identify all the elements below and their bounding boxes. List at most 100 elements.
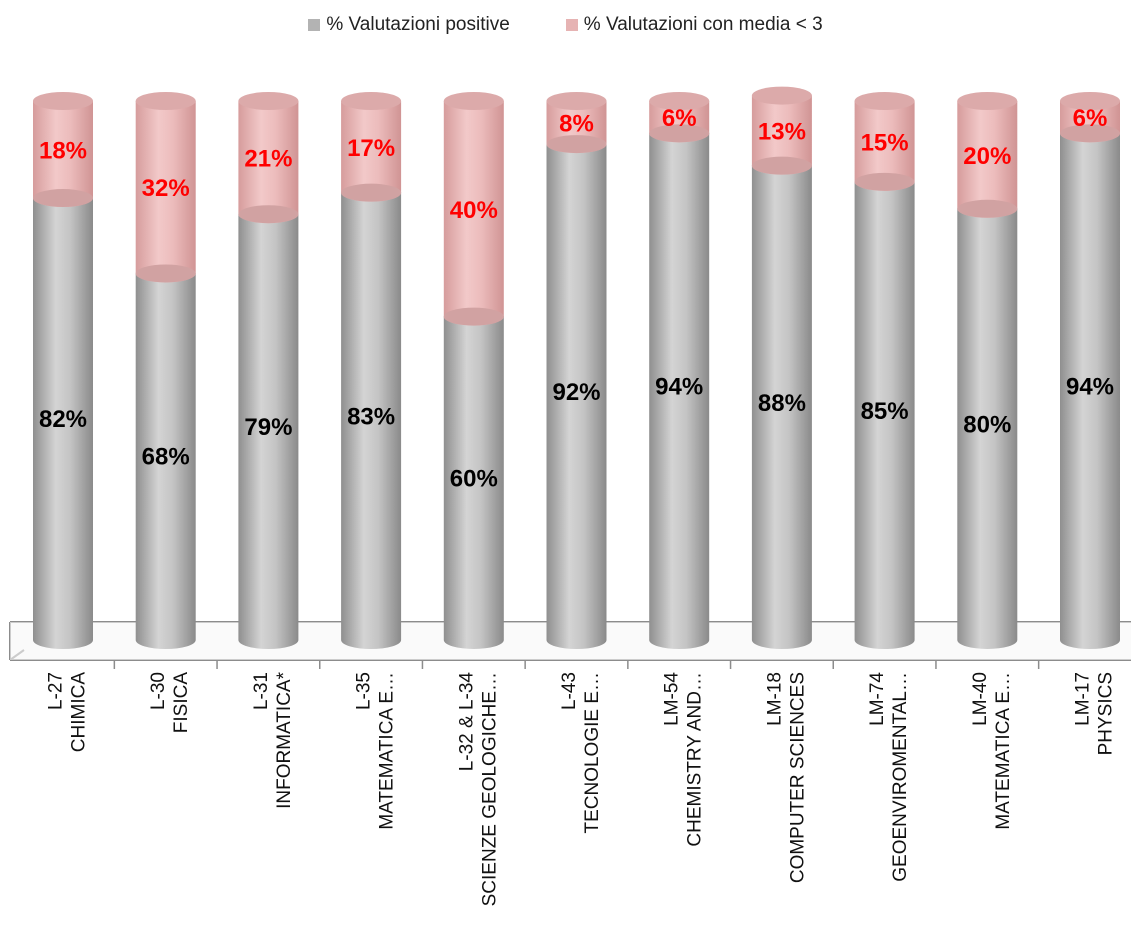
bar-negative xyxy=(443,101,504,326)
bar-group xyxy=(33,92,93,649)
category-label-line: CHEMISTRY AND… xyxy=(685,672,706,847)
value-label-positive: 88% xyxy=(758,390,806,417)
category-label: L-43 TECNOLOGIE E… xyxy=(559,672,603,834)
legend-label-positive: % Valutazioni positive xyxy=(326,14,510,35)
value-label-negative: 6% xyxy=(662,105,697,132)
bar-positive-cap xyxy=(649,124,710,143)
bar-negative-cap xyxy=(854,92,915,110)
bar-positive-cap xyxy=(443,307,504,326)
category-label-line: L-30 xyxy=(148,672,169,710)
value-label-positive: 92% xyxy=(552,379,600,406)
category-label: LM-40 MATEMATICA E… xyxy=(970,672,1014,830)
value-label-positive: 68% xyxy=(142,444,190,471)
legend-item-positive: % Valutazioni positive xyxy=(308,14,510,36)
value-label-negative: 13% xyxy=(758,119,806,146)
category-label: L-30 FISICA xyxy=(148,672,192,734)
bar-negative xyxy=(751,95,812,175)
category-label-line: SCIENZE GEOLOGICHE… xyxy=(479,672,500,906)
category-label: LM-17 PHYSICS xyxy=(1073,672,1117,755)
bar-negative xyxy=(135,101,196,283)
bar-group xyxy=(854,92,915,649)
bar-negative-cap xyxy=(33,92,93,110)
category-label-line: INFORMATICA* xyxy=(274,671,295,808)
bar-positive xyxy=(443,316,504,649)
category-label-line: PHYSICS xyxy=(1096,672,1117,755)
bar-group xyxy=(546,92,607,649)
bar-negative xyxy=(854,101,915,191)
axis-ticks xyxy=(113,660,1040,669)
bar-negative-cap xyxy=(649,92,710,110)
category-label: L-27 CHIMICA xyxy=(46,672,90,753)
bar-group xyxy=(751,86,812,649)
bar-negative-cap xyxy=(341,92,402,110)
bar-positive xyxy=(751,165,812,649)
bar-group xyxy=(135,92,196,649)
bar-positive xyxy=(1060,133,1120,650)
category-labels: L-27 CHIMICA L-30 FISICA L-31 INFORMATICA* L-3… xyxy=(46,671,1117,906)
bar-negative xyxy=(957,101,1018,218)
bar-positive xyxy=(957,208,1018,649)
legend-swatch-positive xyxy=(308,19,321,31)
category-label-line: TECNOLOGIE E… xyxy=(582,672,603,834)
category-label: LM-18 COMPUTER SCIENCES xyxy=(764,672,808,883)
bar-positive-cap xyxy=(238,205,299,224)
category-label-line: LM-40 xyxy=(970,672,991,726)
value-label-positive: 60% xyxy=(450,465,498,492)
value-label-positive: 94% xyxy=(655,374,703,401)
bar-negative-cap xyxy=(546,92,607,110)
category-label-line: LM-74 xyxy=(867,672,888,726)
value-label-positive: 94% xyxy=(1066,374,1114,401)
value-label-negative: 32% xyxy=(142,175,190,202)
bar-positive xyxy=(135,273,196,649)
value-label-positive: 83% xyxy=(347,403,395,430)
bar-group xyxy=(1060,92,1120,650)
bar-negative-cap xyxy=(238,92,299,110)
value-label-negative: 18% xyxy=(39,138,87,165)
category-label-line: L-35 xyxy=(354,672,375,710)
legend: % Valutazioni positive % Valutazioni con… xyxy=(0,14,1131,36)
category-label-line: MATEMATICA E… xyxy=(377,672,398,830)
bar-positive xyxy=(649,133,710,650)
bar-group xyxy=(957,92,1018,649)
bar-positive xyxy=(341,192,402,649)
bar-positive-cap xyxy=(751,156,812,175)
category-label: LM-54 CHEMISTRY AND… xyxy=(662,672,706,847)
value-labels: 82% 18% 68% 32% 79% 21% 83% 17% 60% 40% 92% 8% 94% 6%… xyxy=(39,105,1114,492)
category-label-line: GEOENVIROMENTAL… xyxy=(890,672,911,882)
bar-negative-cap xyxy=(135,92,196,110)
category-label: L-31 INFORMATICA* xyxy=(251,671,295,808)
bar-group xyxy=(341,92,402,649)
bar-negative xyxy=(238,101,299,224)
value-label-negative: 21% xyxy=(244,146,292,173)
bar-group xyxy=(649,92,710,650)
bar-positive-cap xyxy=(33,189,93,208)
category-label-line: FISICA xyxy=(171,672,192,734)
value-label-negative: 8% xyxy=(559,111,594,138)
category-label-line: LM-54 xyxy=(662,672,683,726)
bars xyxy=(33,86,1120,650)
category-label-line: L-31 xyxy=(251,672,272,710)
bar-positive-cap xyxy=(854,172,915,191)
category-label-line: CHIMICA xyxy=(69,672,90,753)
bar-negative-cap xyxy=(957,92,1018,110)
category-label: L-32 & L-34 SCIENZE GEOLOGICHE… xyxy=(456,672,500,907)
bar-positive xyxy=(854,181,915,649)
category-label-line: L-27 xyxy=(46,672,67,710)
category-label-line: LM-18 xyxy=(764,672,785,726)
value-label-negative: 6% xyxy=(1073,105,1108,132)
legend-label-negative: % Valutazioni con media < 3 xyxy=(583,14,823,35)
value-label-positive: 79% xyxy=(244,414,292,441)
category-label-line: L-43 xyxy=(559,672,580,710)
bar-positive-cap xyxy=(546,135,607,154)
bar-negative-cap xyxy=(1060,92,1120,110)
bar-negative-cap xyxy=(443,92,504,110)
bar-group xyxy=(443,92,504,649)
bar-negative-cap xyxy=(751,86,812,105)
bar-negative xyxy=(341,101,402,202)
bar-positive xyxy=(546,144,607,649)
value-label-positive: 80% xyxy=(963,411,1011,438)
legend-item-negative: % Valutazioni con media < 3 xyxy=(565,14,823,36)
value-label-negative: 15% xyxy=(861,129,909,156)
value-label-negative: 40% xyxy=(450,197,498,224)
